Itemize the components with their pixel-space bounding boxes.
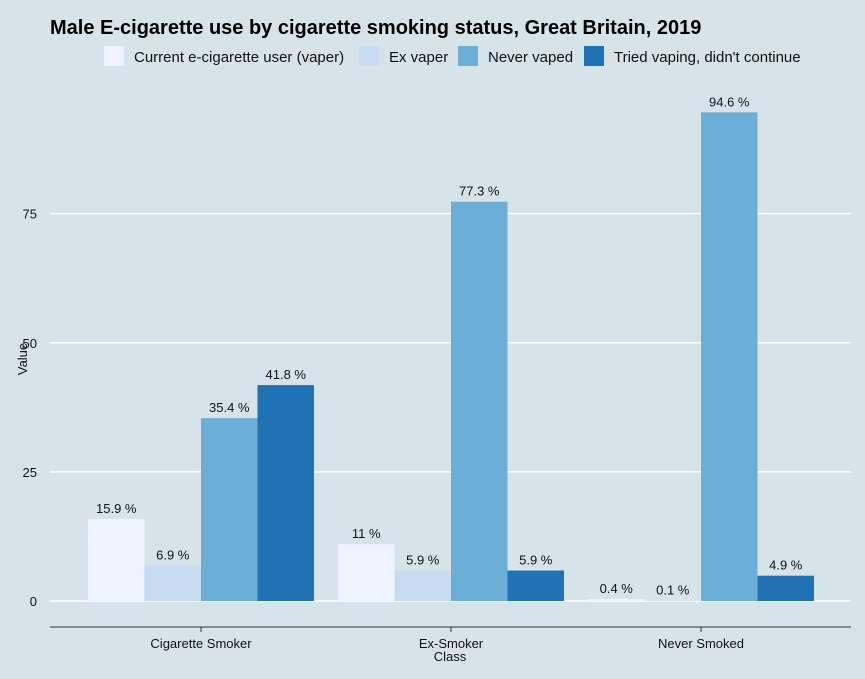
y-tick-label: 50 [23, 336, 37, 351]
bar-value-label: 41.8 % [266, 367, 307, 382]
bar-value-label: 5.9 % [519, 553, 553, 568]
bar [201, 418, 258, 601]
y-tick-label: 75 [23, 207, 37, 222]
y-tick-label: 0 [30, 594, 37, 609]
bars [88, 112, 814, 602]
bar-value-label: 15.9 % [96, 501, 137, 516]
bar-value-label: 5.9 % [406, 553, 440, 568]
chart-title: Male E-cigarette use by cigarette smokin… [50, 17, 701, 39]
legend-swatch [359, 46, 379, 66]
legend-label: Never vaped [488, 49, 573, 66]
bar-value-label: 94.6 % [709, 94, 750, 109]
bar [757, 575, 814, 601]
y-axis-label: Value [15, 343, 30, 375]
bar [257, 385, 314, 601]
legend-label: Current e-cigarette user (vaper) [134, 49, 344, 66]
bar [507, 570, 564, 601]
legend-label: Tried vaping, didn't continue [614, 49, 801, 66]
bar-value-label: 6.9 % [156, 547, 190, 562]
x-tick-label: Cigarette Smoker [150, 636, 252, 651]
bar-value-label: 35.4 % [209, 400, 250, 415]
legend-swatch [104, 46, 124, 66]
bar-value-label: 77.3 % [459, 184, 500, 199]
y-tick-label: 25 [23, 465, 37, 480]
bar [144, 565, 201, 601]
bar-value-label: 0.4 % [600, 581, 634, 596]
legend-swatch [458, 46, 478, 66]
y-axis-ticks: 0 25 50 75 [23, 207, 37, 609]
bar-value-label: 0.1 % [656, 582, 690, 597]
bar-value-label: 4.9 % [769, 558, 803, 573]
bar [394, 570, 451, 601]
bar [451, 201, 508, 602]
x-axis-label: Class [434, 649, 467, 664]
legend: Current e-cigarette user (vaper) Ex vaper… [104, 46, 801, 66]
bar-labels: 15.9 % 6.9 % 35.4 % 41.8 % 11 % 5.9 % 77.3 % 5.… [96, 94, 803, 597]
x-tick-label: Ex-Smoker [419, 636, 484, 651]
bar-value-label: 11 % [352, 526, 381, 541]
bar [701, 112, 758, 602]
bar [88, 518, 145, 601]
x-tick-label: Never Smoked [658, 636, 744, 651]
bar [338, 544, 395, 601]
bar [588, 598, 645, 601]
legend-swatch [584, 46, 604, 66]
bar [644, 600, 701, 601]
legend-label: Ex vaper [389, 49, 448, 66]
x-axis-ticks: Cigarette Smoker Ex-Smoker Never Smoked [150, 627, 744, 651]
